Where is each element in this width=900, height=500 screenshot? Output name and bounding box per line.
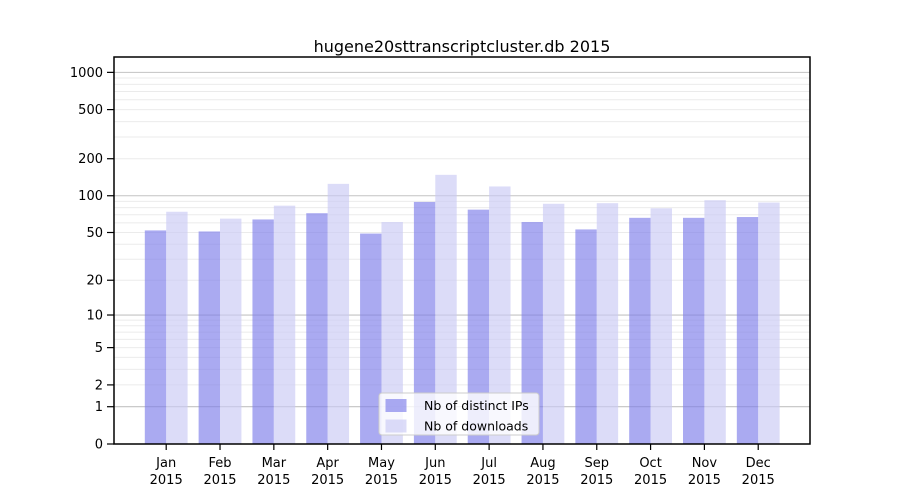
legend-label: Nb of downloads [424,419,528,434]
bar-distinct-ips-feb [198,231,221,444]
bar-distinct-ips-jun [413,201,436,444]
x-tick-label-year: 2015 [419,473,452,488]
bar-downloads-jul [489,186,511,445]
x-tick-label-month: Apr [316,456,339,471]
bar-distinct-ips-dec [736,217,759,444]
x-tick-label-month: Jun [424,456,445,471]
x-tick-label-month: Jan [155,456,176,471]
bar-downloads-jan [166,211,188,444]
y-tick-label: 50 [86,226,103,241]
bar-downloads-apr [327,183,350,444]
x-tick-label-year: 2015 [473,473,506,488]
y-tick-label: 10 [86,309,103,324]
bar-downloads-dec [758,202,780,444]
y-tick-label: 20 [86,274,103,289]
x-tick-label-month: Aug [530,456,555,471]
legend-swatch-downloads [385,419,407,433]
x-tick-label-year: 2015 [742,473,775,488]
x-tick-label-year: 2015 [634,473,667,488]
bar-distinct-ips-oct [629,217,651,444]
bar-distinct-ips-aug [521,221,543,444]
x-tick-label-month: Jul [480,456,497,471]
x-tick-label-year: 2015 [311,473,344,488]
plot-frame [113,56,811,445]
bar-distinct-ips-apr [306,213,328,444]
bar-downloads-feb [220,218,242,444]
y-tick-label: 5 [95,341,103,356]
x-tick-label-year: 2015 [365,473,398,488]
y-tick-label: 1 [95,400,103,415]
bar-distinct-ips-sep [575,229,597,444]
bar-downloads-oct [650,208,672,444]
bar-downloads-aug [542,203,565,444]
x-tick-label-month: Nov [692,456,718,471]
bar-downloads-jun [435,174,457,445]
x-tick-label-month: Feb [209,456,232,471]
x-tick-label-month: Dec [746,456,771,471]
y-tick-label: 1000 [70,66,103,81]
y-tick-label: 0 [95,438,103,453]
x-tick-label-year: 2015 [526,473,559,488]
x-tick-label-year: 2015 [580,473,613,488]
y-tick-label: 500 [78,103,103,118]
legend [378,392,540,436]
x-tick-label-month: Mar [262,456,287,471]
y-tick-label: 100 [78,189,103,204]
x-tick-label-year: 2015 [150,473,183,488]
bar-downloads-may [381,221,403,444]
legend-label: Nb of distinct IPs [424,398,529,413]
y-tick-label: 2 [95,378,103,393]
bar-distinct-ips-nov [683,217,705,444]
bar-distinct-ips-jul [467,209,490,444]
bar-downloads-sep [596,203,619,444]
x-tick-label-year: 2015 [257,473,290,488]
x-tick-label-year: 2015 [688,473,721,488]
legend-swatch-distinct-ips [385,399,407,412]
x-tick-label-year: 2015 [203,473,236,488]
x-tick-label-month: Oct [639,456,661,471]
bar-downloads-nov [704,200,726,444]
x-tick-label-month: Sep [585,456,610,471]
bar-downloads-mar [273,205,296,444]
bar-distinct-ips-mar [252,219,274,444]
bar-distinct-ips-jan [144,230,167,444]
x-tick-label-month: May [368,456,395,471]
chart-title: hugene20sttranscriptcluster.db 2015 [314,37,611,56]
bar-distinct-ips-may [360,233,382,444]
y-tick-label: 200 [78,152,103,167]
